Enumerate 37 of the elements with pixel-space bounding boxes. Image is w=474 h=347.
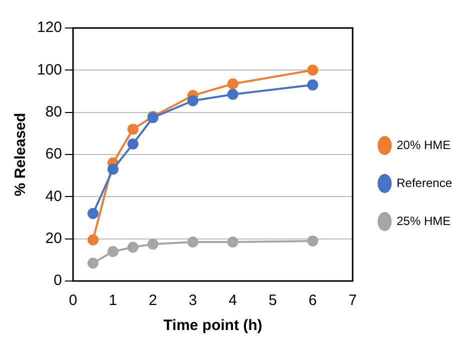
y-axis-title: % Released [12,112,30,196]
point [88,234,98,246]
x-tick-label: 2 [148,292,158,310]
y-tick-label: 20 [45,230,62,247]
point [127,242,138,253]
legend-label: Reference [396,176,452,190]
point [227,236,238,248]
x-tick-label: 5 [268,292,277,310]
point [88,208,98,220]
x-tick-label: 7 [348,292,357,310]
point [227,78,238,90]
legend-label: 25% HME [396,214,451,228]
point [107,246,118,257]
x-tick-label: 3 [188,292,198,310]
point [227,88,238,100]
x-tick-label: 0 [68,292,78,310]
y-tick-label: 40 [45,188,62,205]
y-tick-label: 80 [45,103,62,120]
point [307,235,318,246]
point [147,238,158,250]
point [307,64,318,76]
x-tick-label: 6 [308,292,317,310]
point [127,124,138,135]
x-tick-label: 4 [228,292,237,310]
y-tick-label: 60 [45,146,62,163]
point [187,95,198,106]
point [127,138,138,150]
legend-label: 20% HME [396,138,451,152]
point [187,236,198,248]
y-tick-label: 100 [36,61,62,78]
y-tick-label: 0 [54,272,62,290]
x-axis-title: Time point (h) [163,317,262,334]
point [107,164,118,175]
y-tick-label: 120 [36,19,62,36]
point [307,79,318,90]
x-tick-label: 1 [108,292,118,310]
point [88,258,98,269]
